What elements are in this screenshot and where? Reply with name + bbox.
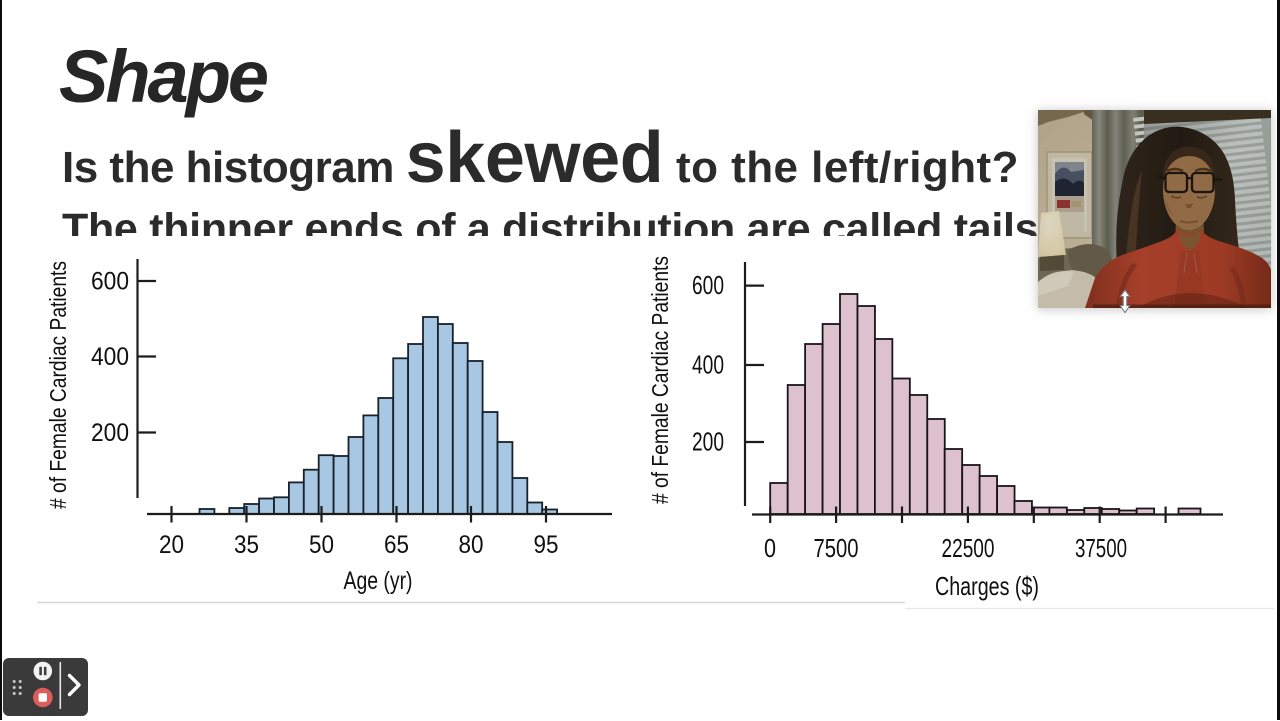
svg-text:200: 200 bbox=[692, 427, 724, 457]
svg-text:0: 0 bbox=[764, 533, 776, 563]
svg-text:600: 600 bbox=[91, 268, 129, 296]
svg-text:95: 95 bbox=[534, 531, 559, 559]
svg-text:20: 20 bbox=[159, 531, 184, 559]
svg-text:22500: 22500 bbox=[942, 533, 995, 563]
svg-text:50: 50 bbox=[309, 531, 334, 559]
svg-text:Age (yr): Age (yr) bbox=[344, 567, 413, 595]
svg-text:600: 600 bbox=[692, 270, 724, 300]
svg-text:# of Female Cardiac Patients: # of Female Cardiac Patients bbox=[647, 256, 673, 504]
svg-text:# of Female Cardiac Patients: # of Female Cardiac Patients bbox=[45, 261, 71, 509]
svg-text:400: 400 bbox=[692, 350, 724, 380]
svg-text:7500: 7500 bbox=[814, 533, 859, 563]
svg-text:400: 400 bbox=[91, 343, 129, 371]
svg-text:65: 65 bbox=[384, 531, 409, 559]
svg-text:200: 200 bbox=[91, 419, 129, 447]
svg-text:Charges ($): Charges ($) bbox=[935, 571, 1039, 601]
svg-text:37500: 37500 bbox=[1075, 533, 1127, 563]
svg-text:80: 80 bbox=[459, 531, 484, 559]
svg-text:35: 35 bbox=[234, 531, 259, 559]
